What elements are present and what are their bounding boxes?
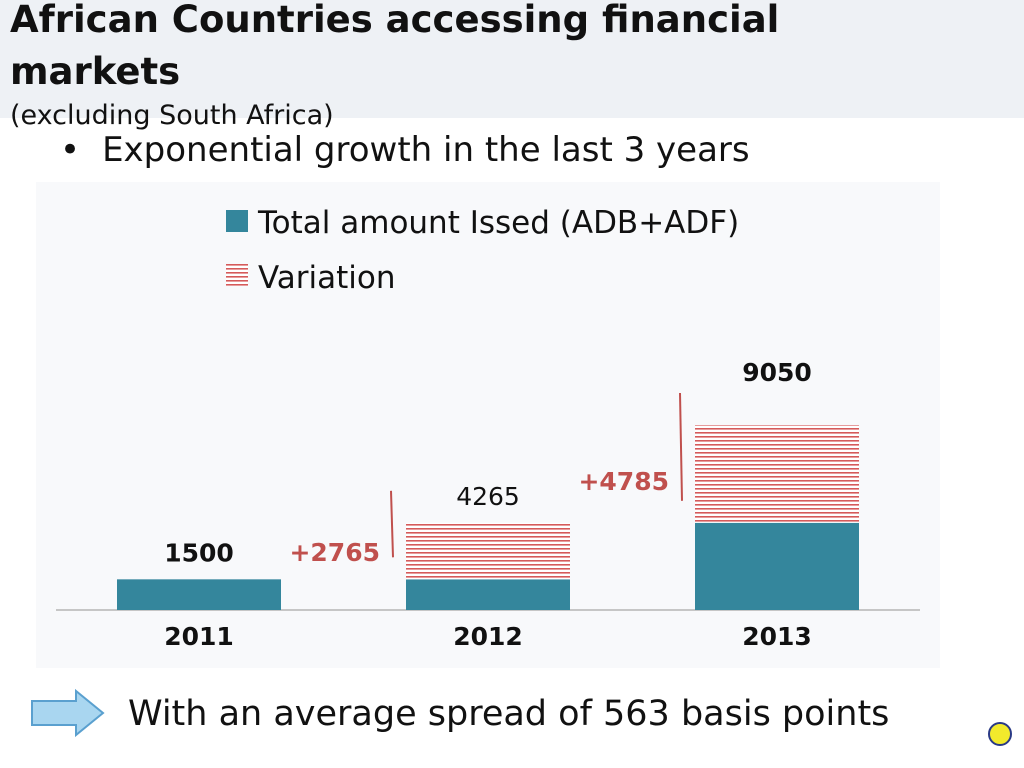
legend-label-total: Total amount Issed (ADB+ADF) bbox=[257, 205, 739, 241]
bar-variation-2013 bbox=[695, 425, 859, 523]
bullet-text: Exponential growth in the last 3 years bbox=[102, 130, 750, 170]
bar-total-2012 bbox=[406, 579, 570, 610]
slide-subtitle: (excluding South Africa) bbox=[10, 100, 334, 131]
slide-title: African Countries accessing financial ma… bbox=[10, 0, 780, 93]
title-band bbox=[0, 0, 1024, 118]
variation-marker-2012 bbox=[390, 490, 394, 558]
bullet-dot-icon: • bbox=[60, 130, 81, 170]
category-label-2011: 2011 bbox=[164, 622, 234, 651]
circle-nav-icon[interactable] bbox=[988, 722, 1012, 746]
category-label-2013: 2013 bbox=[742, 622, 812, 651]
category-label-2012: 2012 bbox=[453, 622, 523, 651]
total-label-2013: 9050 bbox=[742, 358, 812, 387]
total-label-2011: 1500 bbox=[164, 538, 234, 567]
legend-label-variation: Variation bbox=[258, 260, 396, 296]
bar-total-2011 bbox=[117, 579, 281, 610]
chart-legend: Total amount Issed (ADB+ADF) Variation bbox=[226, 205, 739, 296]
variation-label-2012: +2765 bbox=[289, 538, 380, 567]
variation-label-2013: +4785 bbox=[578, 467, 669, 496]
legend-swatch-variation bbox=[226, 264, 248, 286]
bar-variation-2012 bbox=[406, 522, 570, 580]
bullet-item: • Exponential growth in the last 3 years bbox=[60, 130, 750, 170]
legend-swatch-total bbox=[226, 210, 248, 232]
total-label-2012: 4265 bbox=[456, 482, 520, 511]
bar-total-2013 bbox=[695, 522, 859, 610]
right-arrow-icon bbox=[31, 688, 105, 738]
footer-text: With an average spread of 563 basis poin… bbox=[128, 694, 890, 734]
variation-marker-2013 bbox=[679, 392, 683, 501]
